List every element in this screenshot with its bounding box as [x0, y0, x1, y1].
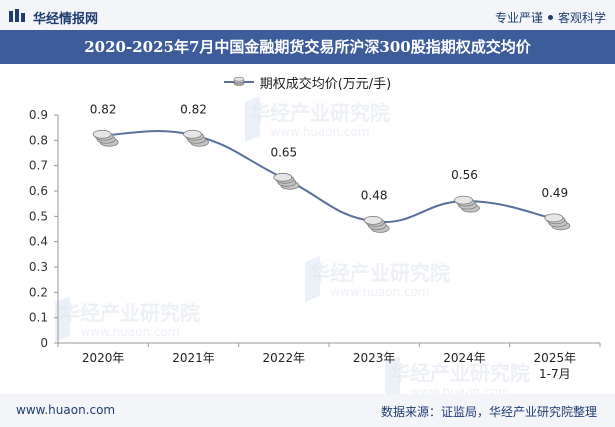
y-tick-label: 0.5 [29, 209, 48, 223]
x-tick-label: 2022年 [263, 351, 306, 365]
data-point-coin-stack-icon [92, 129, 119, 147]
x-tick-label: 2025年 [534, 351, 577, 365]
data-point-coin-stack-icon [273, 172, 300, 190]
x-tick-label: 2020年 [82, 351, 125, 365]
series-line [103, 130, 556, 224]
data-point-coin-stack-icon [183, 129, 209, 147]
legend-line-marker [223, 74, 254, 90]
footer-website: www.huaon.com [16, 403, 116, 417]
watermark-logo-icon [55, 296, 70, 342]
data-labels: 0.82 0.82 0.65 0.48 0.56 0.49 [90, 102, 568, 202]
logo-icon [9, 9, 25, 22]
watermark-url: www.huaon.com [80, 325, 179, 339]
data-label: 0.56 [451, 168, 478, 182]
watermark-layer: 华经产业研究院www.huaon.com华经产业研究院www.huaon.com… [55, 96, 530, 394]
footer-source: 数据来源：证监局，华经产业研究院整理 [380, 405, 597, 419]
y-tick-label: 0.6 [29, 184, 48, 198]
footer: www.huaon.com 数据来源：证监局，华经产业研究院整理 [0, 394, 615, 427]
data-label: 0.48 [361, 188, 388, 202]
brand-name: 华经情报网 [33, 12, 99, 27]
y-tick-label: 0.8 [29, 133, 48, 147]
watermark-url: www.huaon.com [270, 125, 369, 139]
watermark-url: www.huaon.com [410, 385, 509, 394]
slogan-left: 专业严谨 [494, 11, 543, 25]
watermark-text: 华经产业研究院 [60, 301, 200, 325]
coin-stack-icon [233, 77, 245, 86]
axes: 0 0.1 0.2 0.3 0.4 0.5 0.6 0.7 0.8 0.9 2020年 2021年 20… [29, 108, 601, 381]
legend: 期权成交均价(万元/手) [0, 72, 615, 92]
data-label: 0.82 [180, 102, 207, 116]
data-label: 0.82 [90, 102, 117, 116]
watermark-logo-icon [305, 256, 320, 302]
watermark-logo-icon [385, 356, 400, 394]
title-bar: 2020-2025年7月中国金融期货交易所沪深300股指期权成交均价 [0, 30, 615, 64]
data-point-coin-stack-icon [544, 213, 571, 231]
slogan-right: 客观科学 [557, 11, 606, 25]
watermark-url: www.huaon.com [330, 285, 429, 299]
chart-canvas: 华经产业研究院www.huaon.com华经产业研究院www.huaon.com… [29, 96, 601, 394]
y-tick-label: 0.2 [29, 285, 48, 299]
x-tick-label: 2023年 [353, 351, 396, 365]
watermark-text: 华经产业研究院 [310, 261, 450, 285]
slogan: 专业严谨 客观科学 [495, 9, 606, 26]
data-point-coin-stack-icon [454, 195, 480, 213]
y-tick-label: 0.7 [29, 159, 48, 173]
watermark-logo-icon [245, 96, 260, 142]
chart-title: 2020-2025年7月中国金融期货交易所沪深300股指期权成交均价 [84, 38, 531, 56]
y-tick-label: 0.9 [29, 108, 48, 122]
series-layer [92, 129, 571, 233]
watermark-text: 华经产业研究院 [250, 101, 390, 125]
y-tick-label: 0.1 [29, 311, 48, 325]
data-label: 0.65 [270, 145, 297, 159]
watermark-text: 华经产业研究院 [390, 361, 530, 385]
y-tick-label: 0.3 [29, 260, 48, 274]
y-tick-label: 0 [40, 336, 48, 350]
bullet-dot-icon [547, 15, 553, 20]
x-tick-label: 1-7月 [539, 367, 571, 381]
legend-label: 期权成交均价(万元/手) [259, 76, 392, 92]
top-bar: 华经情报网 专业严谨 客观科学 [0, 0, 615, 30]
x-tick-label: 2021年 [172, 351, 215, 365]
data-point-coin-stack-icon [363, 215, 390, 233]
x-tick-label: 2024年 [443, 351, 486, 365]
y-tick-label: 0.4 [29, 235, 48, 249]
data-label: 0.49 [541, 186, 568, 200]
